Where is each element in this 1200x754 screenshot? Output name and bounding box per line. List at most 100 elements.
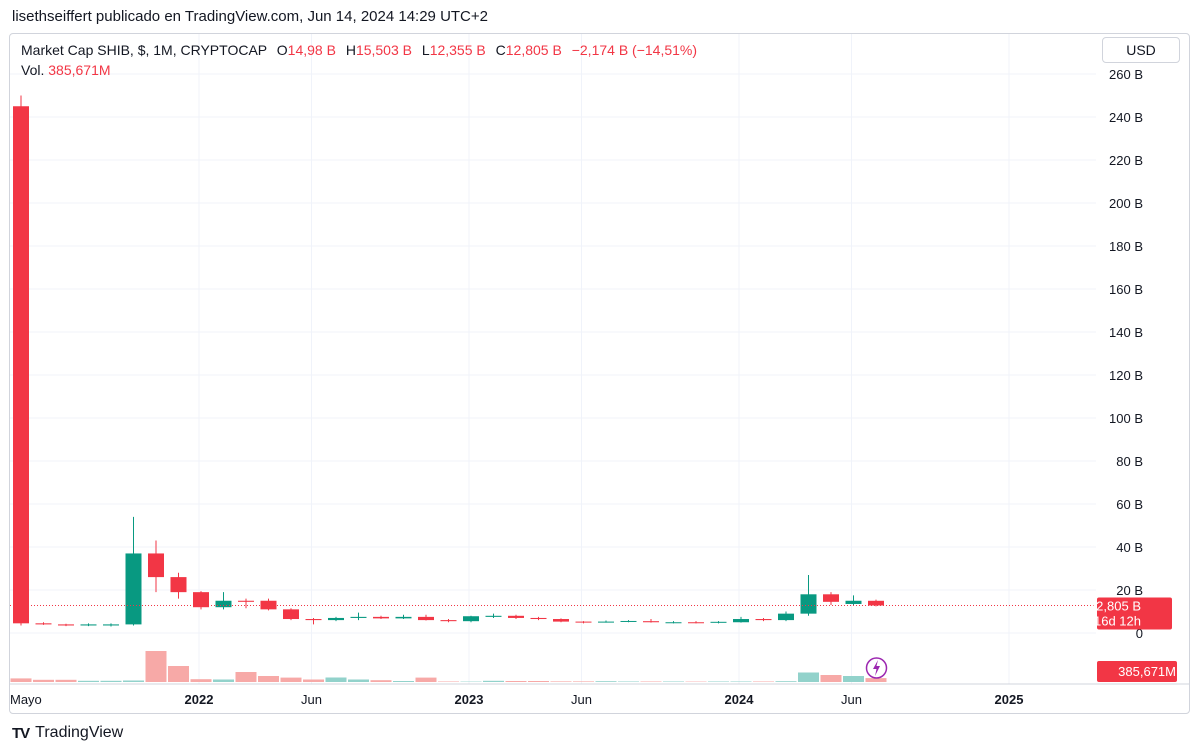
candle-body [688,622,704,624]
volume-bar [303,679,324,682]
last-price-label: 12,805 B [1089,598,1141,613]
volume-bar [640,681,662,682]
volume-bar [865,678,887,682]
volume-bar [550,681,572,682]
volume-bar [235,672,257,682]
volume-bar [573,681,594,682]
symbol-legend: Market Cap SHIB, $, 1M, CRYPTOCAP O14,98… [21,40,697,80]
candle-body [170,577,187,593]
symbol-title[interactable]: Market Cap SHIB, $, 1M, CRYPTOCAP [21,42,267,58]
candle-body [305,619,322,621]
volume-row: Vol. 385,671M [21,60,697,80]
candle-body [350,616,367,618]
y-tick-label: 100 B [1109,411,1143,426]
volume-bar [280,677,302,682]
y-tick-label: 260 B [1109,67,1143,82]
change-value: −2,174 B (−14,51%) [571,42,698,58]
volume-bar [370,680,392,682]
candle-body [35,623,52,625]
low-value: 12,355 B [429,42,486,58]
candle-body [755,619,772,621]
candle-body [58,624,74,626]
candle-body [283,609,299,620]
volume-bar [505,681,527,682]
candle-body [13,106,29,624]
volume-bar [393,681,414,682]
candle-body [553,619,569,622]
open-value: 14,98 B [287,42,336,58]
last-volume-label: 385,671M [1118,664,1176,679]
candle-body [598,621,614,623]
candle-body [823,594,839,602]
candle-body [125,553,142,625]
candle-body [395,616,412,619]
y-tick-label: 200 B [1109,196,1143,211]
candle-body [620,620,637,622]
volume-bar [325,677,347,682]
candle-body [418,616,434,621]
chart-frame[interactable] [9,33,1190,714]
volume-bar [663,681,684,682]
candle-body [710,621,727,623]
y-tick-label: 120 B [1109,368,1143,383]
candle-body [508,615,524,618]
high-value: 15,503 B [355,42,412,58]
y-tick-label: 160 B [1109,282,1143,297]
y-tick-label: 180 B [1109,239,1143,254]
x-tick-label: 2022 [185,692,214,707]
bar-countdown-label: 16d 12h [1094,613,1141,628]
candle-body [643,621,659,623]
y-tick-label: 60 B [1116,497,1143,512]
candle-body [463,616,479,622]
volume-bar [213,679,234,682]
volume-bar [843,676,864,682]
volume-bar [123,680,144,682]
x-tick-label: 2025 [995,692,1024,707]
candle-body [575,621,592,623]
open-label: O [276,42,288,58]
ohlc-row: Market Cap SHIB, $, 1M, CRYPTOCAP O14,98… [21,40,697,60]
candle-body [193,592,209,608]
currency-button[interactable]: USD [1102,37,1180,63]
volume-bar [10,678,32,682]
publisher-line: lisethseiffert publicado en TradingView.… [12,8,488,25]
candle-body [440,620,457,622]
volume-bar [775,681,797,682]
candle-body [215,600,232,608]
y-tick-label: 20 B [1116,583,1143,598]
volume-bar [595,681,617,682]
volume-bar [438,681,459,682]
y-tick-label: 140 B [1109,325,1143,340]
y-tick-label: 40 B [1116,540,1143,555]
last-volume-badge [1097,661,1177,682]
close-label: C [495,42,506,58]
volume-bar [820,675,842,682]
volume-bar [55,679,77,682]
volume-bar [100,680,122,682]
volume-bar [798,672,819,682]
volume-bar [483,680,504,682]
volume-bar [415,677,437,682]
volume-bar [528,681,549,682]
footer-brand[interactable]: TV TradingView [12,724,123,742]
volume-value: 385,671M [48,62,111,78]
low-label: L [421,42,430,58]
candle-body [800,594,817,614]
y-tick-label: 80 B [1116,454,1143,469]
candle-body [778,613,794,621]
candle-body [148,553,164,578]
volume-bar [145,651,167,682]
volume-bar [258,676,279,682]
tradingview-logo-icon: TV [12,724,30,742]
volume-bar [190,679,212,682]
high-label: H [345,42,356,58]
volume-bar [168,666,189,682]
x-tick-label: Jun [571,692,592,707]
y-tick-label: 240 B [1109,110,1143,125]
x-tick-label: Mayo [10,692,42,707]
candle-body [103,624,119,626]
close-value: 12,805 B [505,42,562,58]
candle-body [485,615,502,617]
y-tick-label: 0 [1136,626,1143,641]
